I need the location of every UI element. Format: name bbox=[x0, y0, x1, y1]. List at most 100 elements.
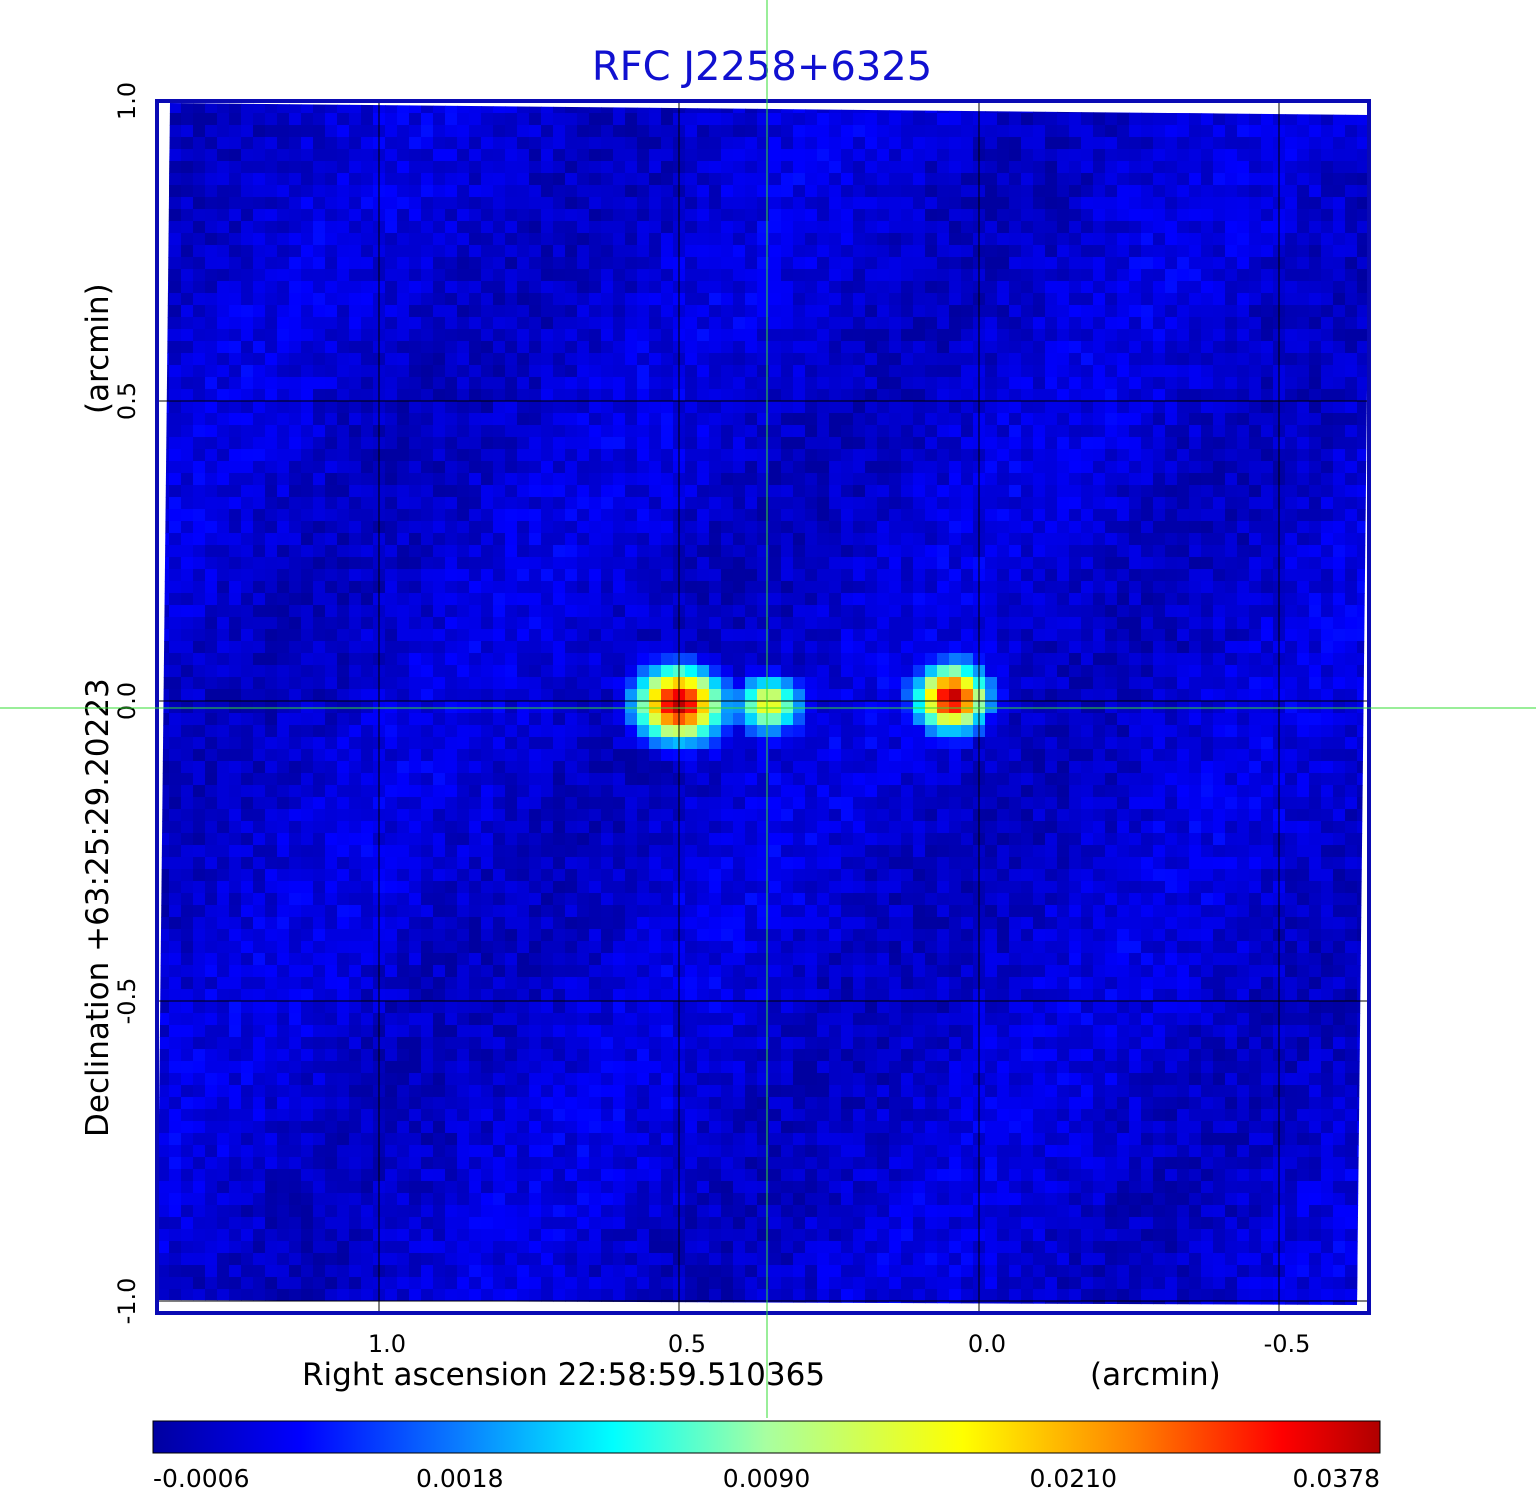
map-pixel bbox=[805, 521, 818, 534]
map-pixel bbox=[397, 233, 410, 246]
map-pixel bbox=[433, 677, 446, 690]
map-pixel bbox=[1105, 125, 1118, 138]
map-pixel bbox=[457, 197, 470, 210]
map-pixel bbox=[913, 401, 926, 414]
map-pixel bbox=[445, 113, 458, 126]
map-pixel bbox=[505, 557, 518, 570]
map-pixel bbox=[541, 557, 554, 570]
map-pixel bbox=[829, 401, 842, 414]
map-pixel bbox=[601, 581, 614, 594]
map-pixel bbox=[589, 689, 602, 702]
map-pixel bbox=[553, 173, 566, 186]
map-pixel bbox=[553, 329, 566, 342]
map-pixel bbox=[985, 593, 998, 606]
map-pixel bbox=[445, 557, 458, 570]
map-pixel bbox=[445, 665, 458, 678]
map-pixel bbox=[1117, 125, 1130, 138]
map-pixel bbox=[169, 149, 182, 162]
map-pixel bbox=[1285, 281, 1298, 294]
map-pixel bbox=[421, 353, 434, 366]
map-pixel bbox=[169, 665, 182, 678]
map-pixel bbox=[457, 173, 470, 186]
map-pixel bbox=[169, 269, 182, 282]
map-pixel bbox=[445, 533, 458, 546]
map-pixel bbox=[649, 425, 662, 438]
map-pixel bbox=[721, 233, 734, 246]
map-pixel bbox=[721, 449, 734, 462]
map-pixel bbox=[253, 485, 266, 498]
map-pixel bbox=[1333, 593, 1346, 606]
map-pixel bbox=[565, 653, 578, 666]
map-pixel bbox=[877, 437, 890, 450]
map-pixel bbox=[397, 509, 410, 522]
map-pixel bbox=[1201, 521, 1214, 534]
map-pixel bbox=[781, 113, 794, 126]
map-pixel bbox=[1297, 353, 1310, 366]
map-pixel bbox=[529, 125, 542, 138]
map-pixel bbox=[361, 209, 374, 222]
map-pixel bbox=[493, 173, 506, 186]
map-pixel bbox=[325, 257, 338, 270]
map-pixel bbox=[925, 557, 938, 570]
map-pixel bbox=[1357, 137, 1370, 150]
map-pixel bbox=[193, 329, 206, 342]
map-pixel bbox=[253, 617, 266, 630]
map-pixel bbox=[661, 113, 674, 126]
map-pixel bbox=[253, 413, 266, 426]
map-pixel bbox=[937, 353, 950, 366]
map-pixel bbox=[1045, 497, 1058, 510]
map-pixel bbox=[1033, 425, 1046, 438]
map-pixel bbox=[529, 257, 542, 270]
map-pixel bbox=[889, 557, 902, 570]
map-pixel bbox=[1297, 197, 1310, 210]
map-pixel bbox=[709, 533, 722, 546]
map-pixel bbox=[709, 173, 722, 186]
map-pixel bbox=[1093, 605, 1106, 618]
map-pixel bbox=[781, 437, 794, 450]
map-pixel bbox=[1153, 425, 1166, 438]
map-pixel bbox=[553, 293, 566, 306]
map-pixel bbox=[241, 185, 254, 198]
map-pixel bbox=[637, 365, 650, 378]
map-pixel bbox=[1201, 533, 1214, 546]
map-pixel bbox=[181, 629, 194, 642]
map-pixel bbox=[781, 149, 794, 162]
map-pixel bbox=[1225, 209, 1238, 222]
map-pixel bbox=[577, 413, 590, 426]
map-pixel bbox=[529, 425, 542, 438]
map-pixel bbox=[337, 281, 350, 294]
map-pixel bbox=[1057, 209, 1070, 222]
map-pixel bbox=[1213, 629, 1226, 642]
map-pixel bbox=[265, 377, 278, 390]
map-pixel bbox=[577, 581, 590, 594]
map-pixel bbox=[985, 641, 998, 654]
map-pixel bbox=[901, 161, 914, 174]
map-pixel bbox=[517, 149, 530, 162]
map-pixel bbox=[709, 353, 722, 366]
map-pixel bbox=[865, 401, 878, 414]
map-pixel bbox=[1009, 413, 1022, 426]
map-pixel bbox=[817, 509, 830, 522]
map-pixel bbox=[793, 305, 806, 318]
map-pixel bbox=[1237, 317, 1250, 330]
map-pixel bbox=[1177, 461, 1190, 474]
map-pixel bbox=[1045, 545, 1058, 558]
map-pixel bbox=[1201, 437, 1214, 450]
map-pixel bbox=[1033, 641, 1046, 654]
map-pixel bbox=[1189, 185, 1202, 198]
map-pixel bbox=[529, 293, 542, 306]
map-pixel bbox=[577, 317, 590, 330]
map-pixel bbox=[853, 353, 866, 366]
map-pixel bbox=[193, 665, 206, 678]
map-pixel bbox=[1285, 593, 1298, 606]
map-pixel bbox=[1105, 545, 1118, 558]
map-pixel bbox=[649, 197, 662, 210]
map-pixel bbox=[709, 389, 722, 402]
map-pixel bbox=[1309, 653, 1322, 666]
map-pixel bbox=[289, 257, 302, 270]
map-pixel bbox=[637, 617, 650, 630]
map-pixel bbox=[817, 617, 830, 630]
map-pixel bbox=[553, 425, 566, 438]
map-pixel bbox=[1153, 245, 1166, 258]
map-pixel bbox=[721, 221, 734, 234]
